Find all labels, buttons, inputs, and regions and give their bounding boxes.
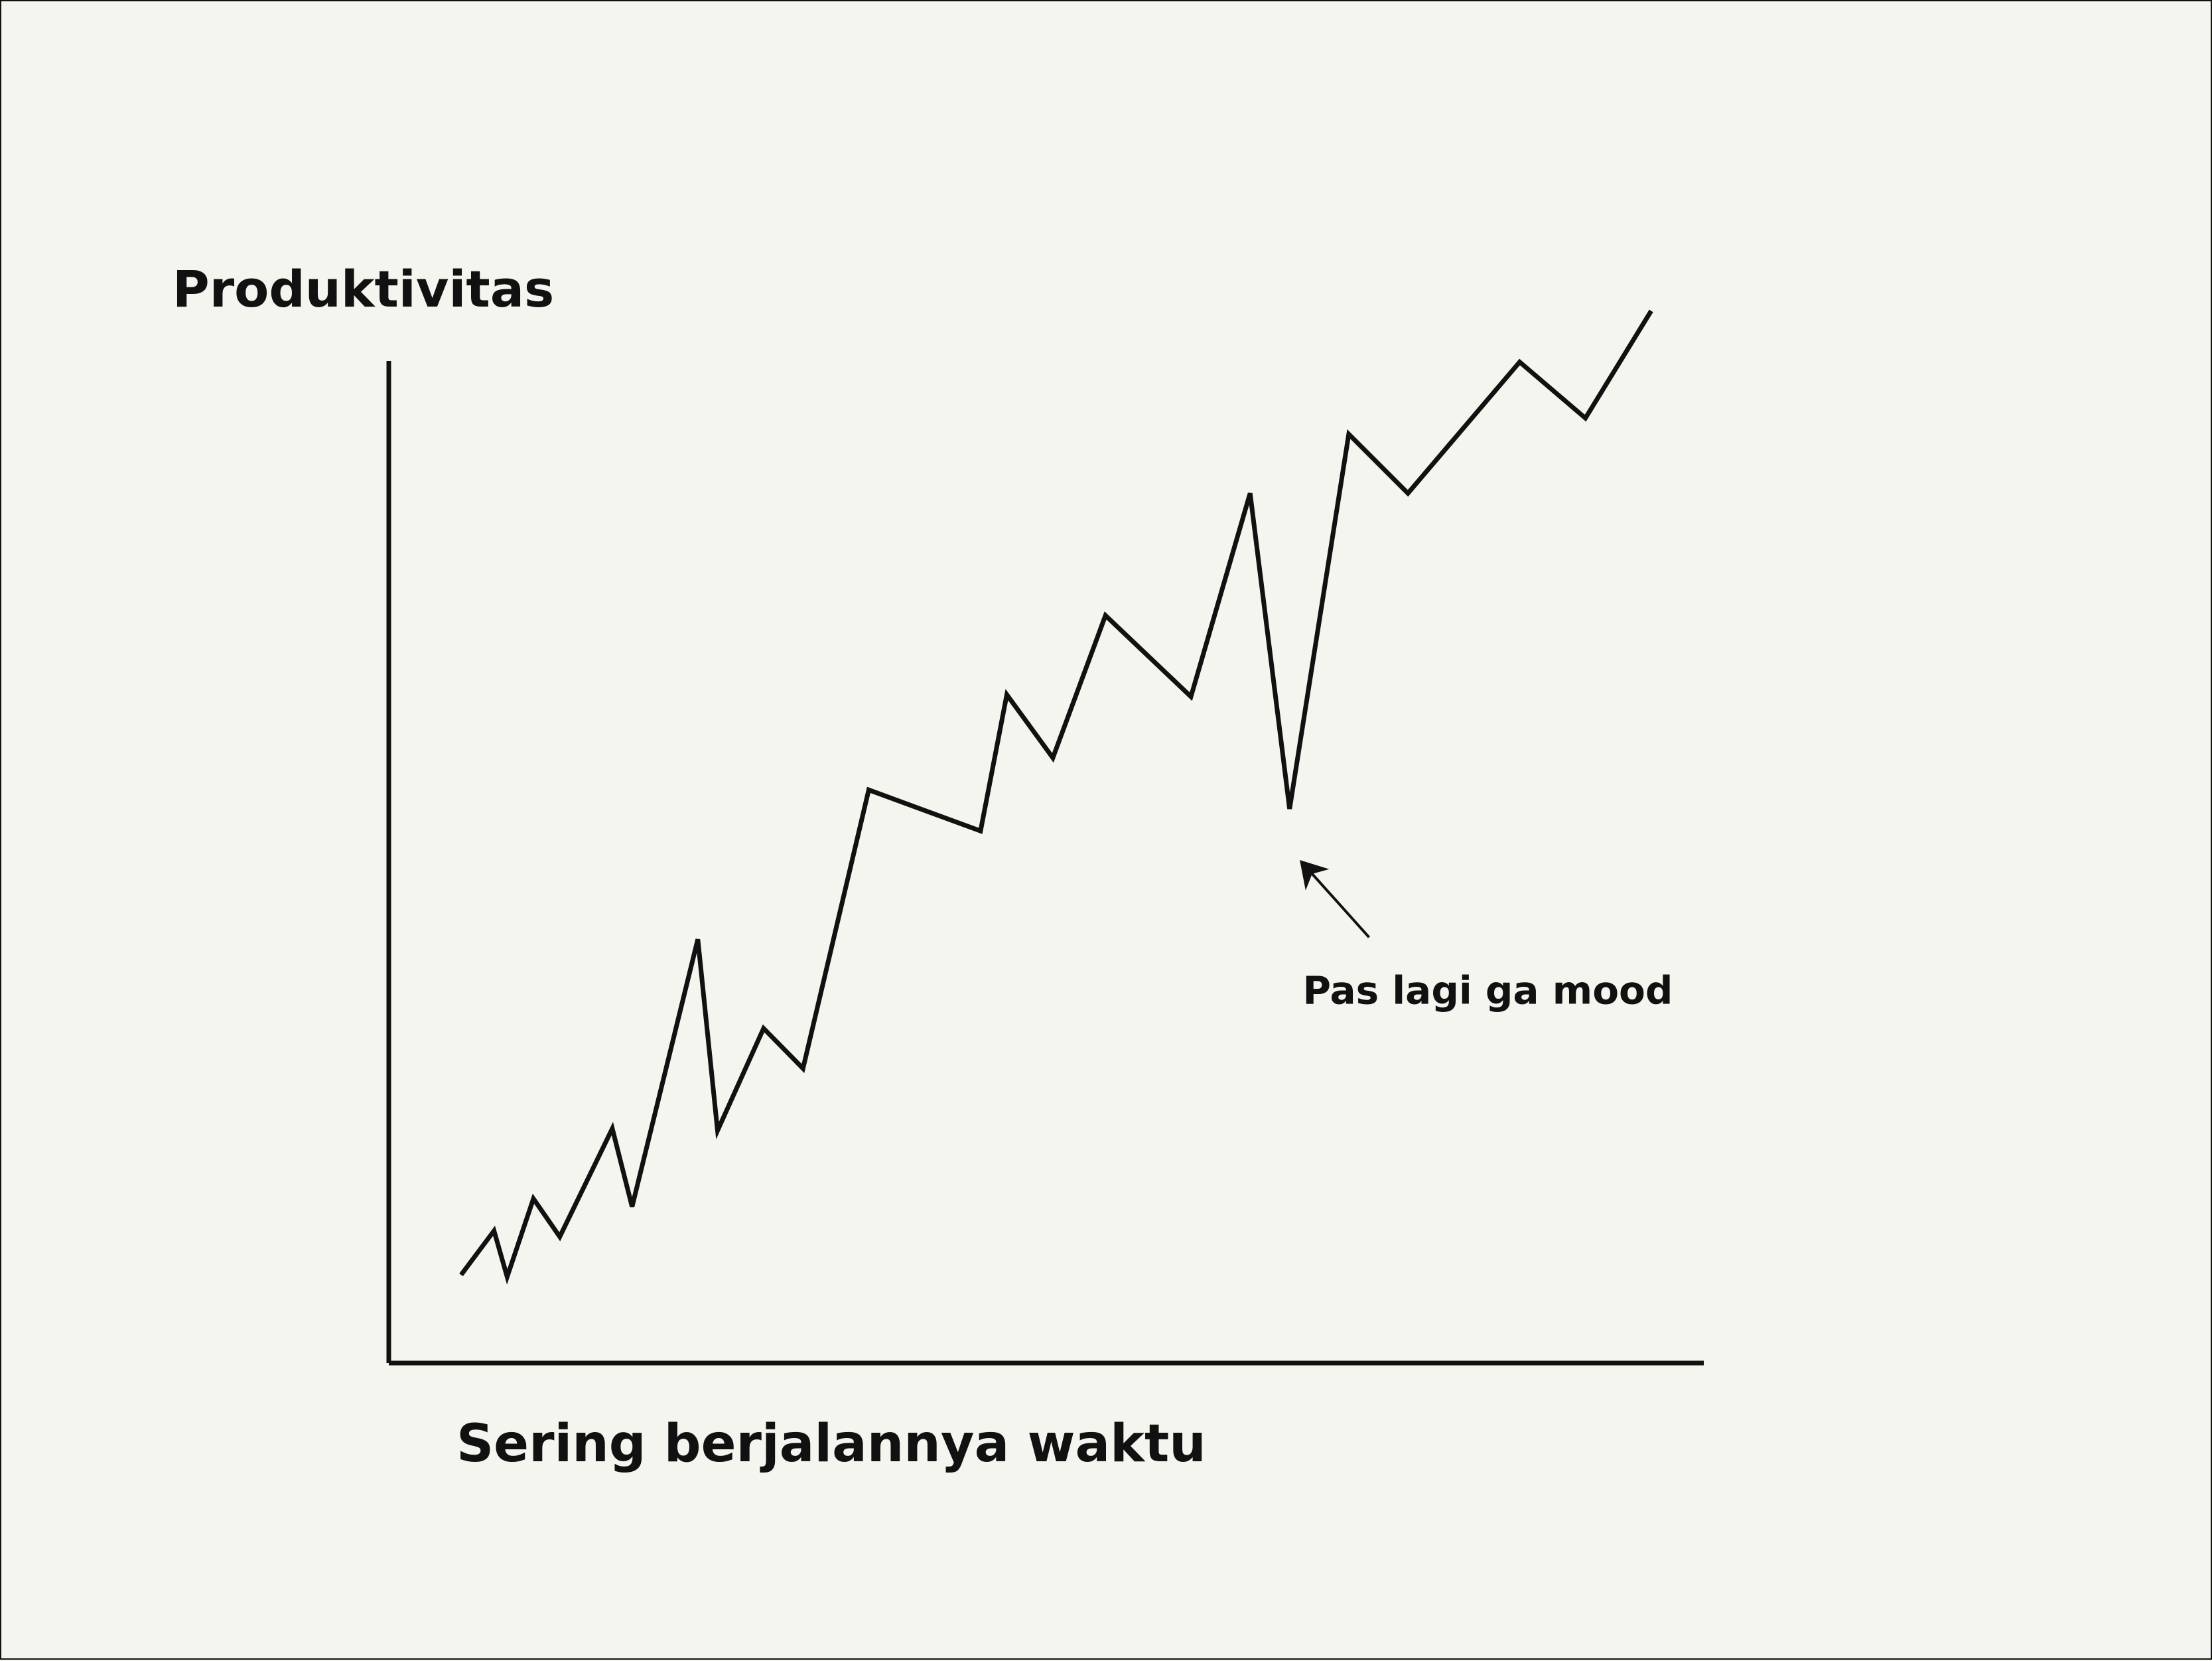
series-line-0: [459, 309, 1653, 1285]
data-point-0: [460, 1274, 462, 1275]
data-point-2: [506, 1276, 508, 1277]
data-point-13: [1006, 694, 1008, 695]
annotation-label-0: Pas lagi ga mood: [1303, 968, 1673, 1013]
annotation-arrow-0: [1300, 860, 1370, 938]
data-point-22: [1585, 417, 1586, 419]
y-axis-label: Produktivitas: [173, 259, 554, 319]
data-point-18: [1289, 808, 1290, 810]
data-point-12: [980, 830, 981, 831]
data-point-14: [1052, 757, 1054, 758]
data-point-1: [494, 1230, 495, 1232]
data-point-6: [632, 1206, 633, 1207]
data-point-3: [533, 1198, 534, 1199]
data-point-7: [697, 938, 699, 940]
data-point-15: [1105, 615, 1106, 616]
data-point-19: [1348, 433, 1349, 435]
data-point-20: [1407, 492, 1409, 494]
data-point-17: [1249, 492, 1251, 494]
x-axis-label: Sering berjalannya waktu: [456, 1414, 1206, 1474]
data-point-9: [763, 1028, 764, 1029]
axes: [386, 361, 1704, 1366]
data-point-5: [612, 1128, 613, 1129]
data-point-11: [868, 789, 869, 790]
series-group: [459, 309, 1653, 1285]
data-point-16: [1190, 696, 1192, 697]
data-point-23: [1651, 311, 1652, 312]
data-point-4: [559, 1236, 561, 1238]
annotation-group: Pas lagi ga mood: [1300, 860, 1673, 1013]
data-point-21: [1519, 362, 1521, 363]
data-point-10: [802, 1068, 803, 1069]
data-point-8: [717, 1130, 719, 1131]
